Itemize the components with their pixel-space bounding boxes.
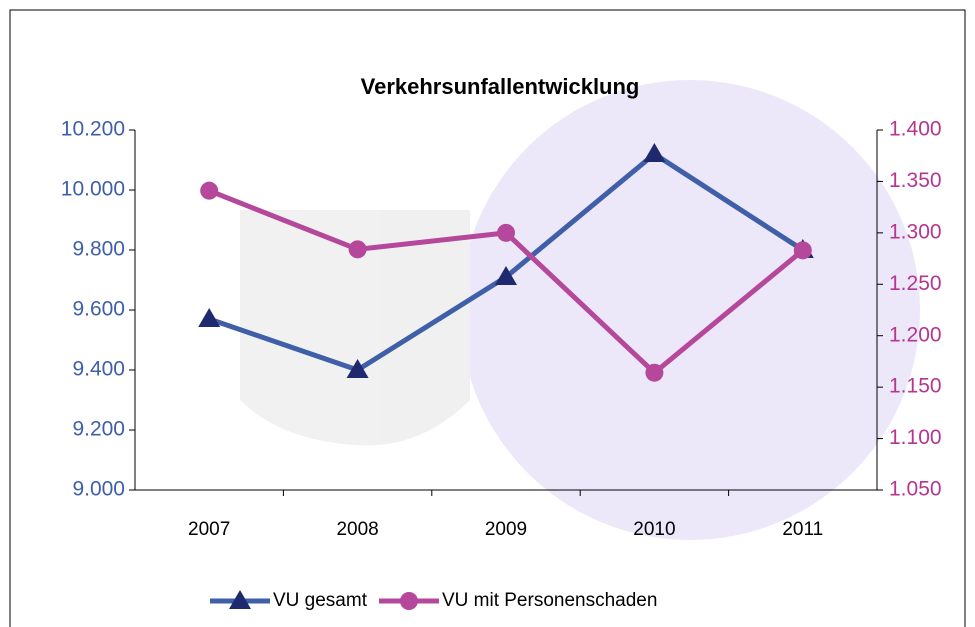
- y-tick-label: 10.200: [61, 118, 125, 141]
- chart: Verkehrsunfallentwicklung 9.000 9.200 9.40…: [0, 0, 975, 627]
- x-tick-label: 2011: [782, 519, 823, 540]
- x-tick-label: 2007: [188, 519, 230, 540]
- legend-label: VU mit Personenschaden: [442, 590, 657, 611]
- marker: [497, 224, 515, 242]
- marker: [200, 182, 218, 200]
- y2-tick-label: 1.400: [889, 118, 942, 141]
- x-tick-label: 2010: [633, 519, 675, 540]
- y-tick-label: 9.200: [72, 418, 125, 441]
- y2-tick-label: 1.350: [889, 169, 942, 192]
- y2-tick-label: 1.050: [889, 478, 942, 501]
- y2-tick-label: 1.200: [889, 323, 942, 346]
- marker: [400, 592, 418, 610]
- y-tick-label: 9.000: [72, 478, 125, 501]
- y-tick-label: 10.000: [61, 178, 125, 201]
- chart-title: Verkehrsunfallentwicklung: [361, 74, 640, 99]
- marker: [645, 364, 663, 382]
- y-tick-label: 9.800: [72, 238, 125, 261]
- y-tick-label: 9.600: [72, 298, 125, 321]
- x-tick-label: 2008: [336, 519, 378, 540]
- y2-tick-label: 1.150: [889, 375, 942, 398]
- y2-tick-label: 1.100: [889, 426, 942, 449]
- marker: [349, 240, 367, 258]
- y2-tick-label: 1.300: [889, 220, 942, 243]
- marker: [794, 241, 812, 259]
- y-tick-label: 9.400: [72, 358, 125, 381]
- x-tick-label: 2009: [485, 519, 527, 540]
- y2-tick-label: 1.250: [889, 272, 942, 295]
- legend-label: VU gesamt: [273, 590, 368, 611]
